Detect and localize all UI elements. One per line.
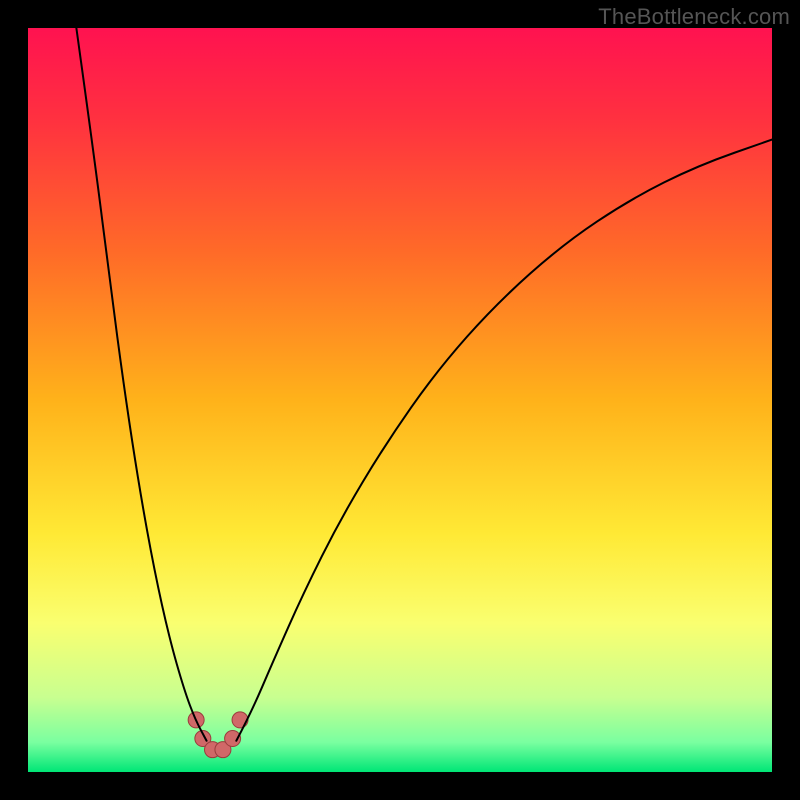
plot-area [28,28,772,772]
watermark-text: TheBottleneck.com [598,4,790,30]
curve-left-branch [76,28,206,741]
curve-layer [28,28,772,772]
chart-frame: TheBottleneck.com [0,0,800,800]
bottleneck-marker [232,712,248,728]
curve-right-branch [236,140,772,741]
